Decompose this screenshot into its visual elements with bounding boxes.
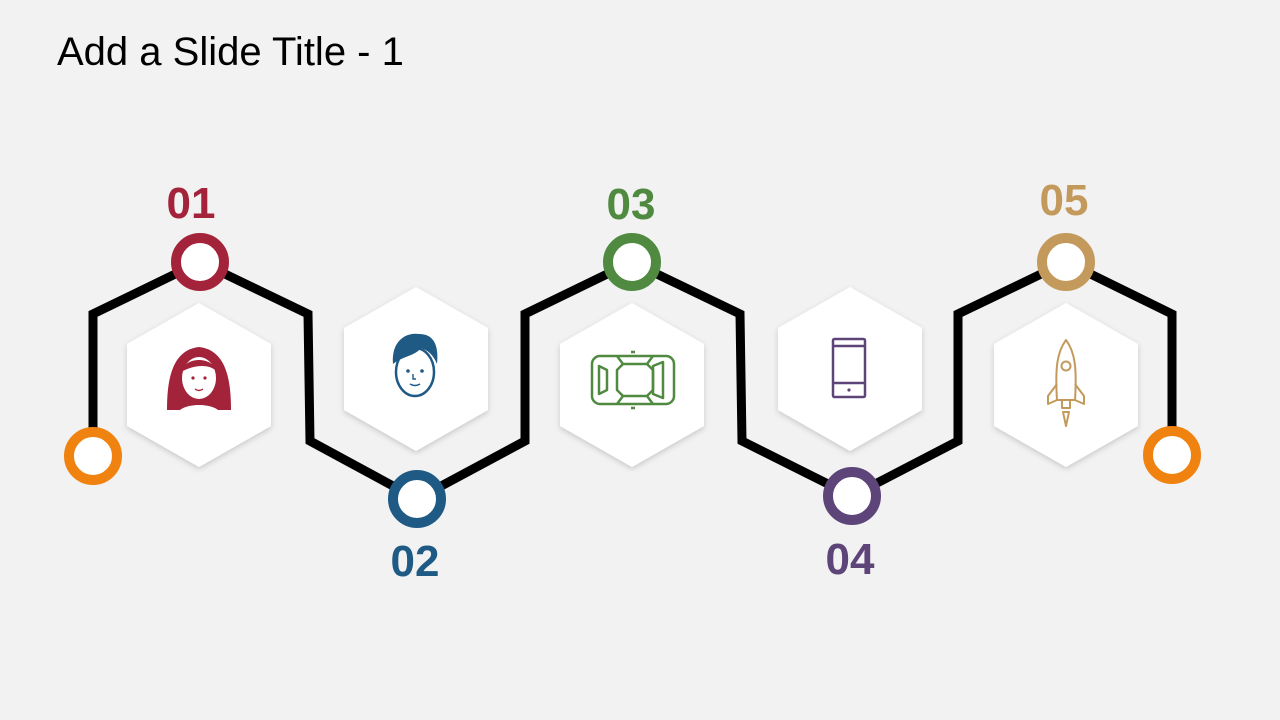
step-number-5[interactable]: 05: [1040, 176, 1089, 225]
start-node[interactable]: [64, 427, 122, 485]
hexagon-4[interactable]: [778, 287, 922, 451]
step-node-5[interactable]: [1037, 233, 1095, 291]
hexagon-3[interactable]: [560, 303, 704, 467]
hexagon-5[interactable]: [994, 303, 1138, 467]
step-node-3[interactable]: [603, 233, 661, 291]
step-number-3[interactable]: 03: [607, 180, 656, 229]
step-node-4[interactable]: [823, 467, 881, 525]
step-node-2[interactable]: [388, 470, 446, 528]
end-node[interactable]: [1143, 426, 1201, 484]
smartphone-icon: [831, 337, 867, 399]
man-icon: [392, 333, 438, 398]
step-number-2[interactable]: 02: [391, 537, 440, 586]
step-node-1[interactable]: [171, 233, 229, 291]
slide-title[interactable]: Add a Slide Title - 1: [57, 30, 404, 74]
step-number-1[interactable]: 01: [167, 179, 216, 228]
step-number-4[interactable]: 04: [826, 535, 875, 584]
rocket-icon: [1047, 339, 1085, 427]
car-top-view-icon: [590, 350, 676, 410]
woman-icon: [167, 347, 231, 414]
